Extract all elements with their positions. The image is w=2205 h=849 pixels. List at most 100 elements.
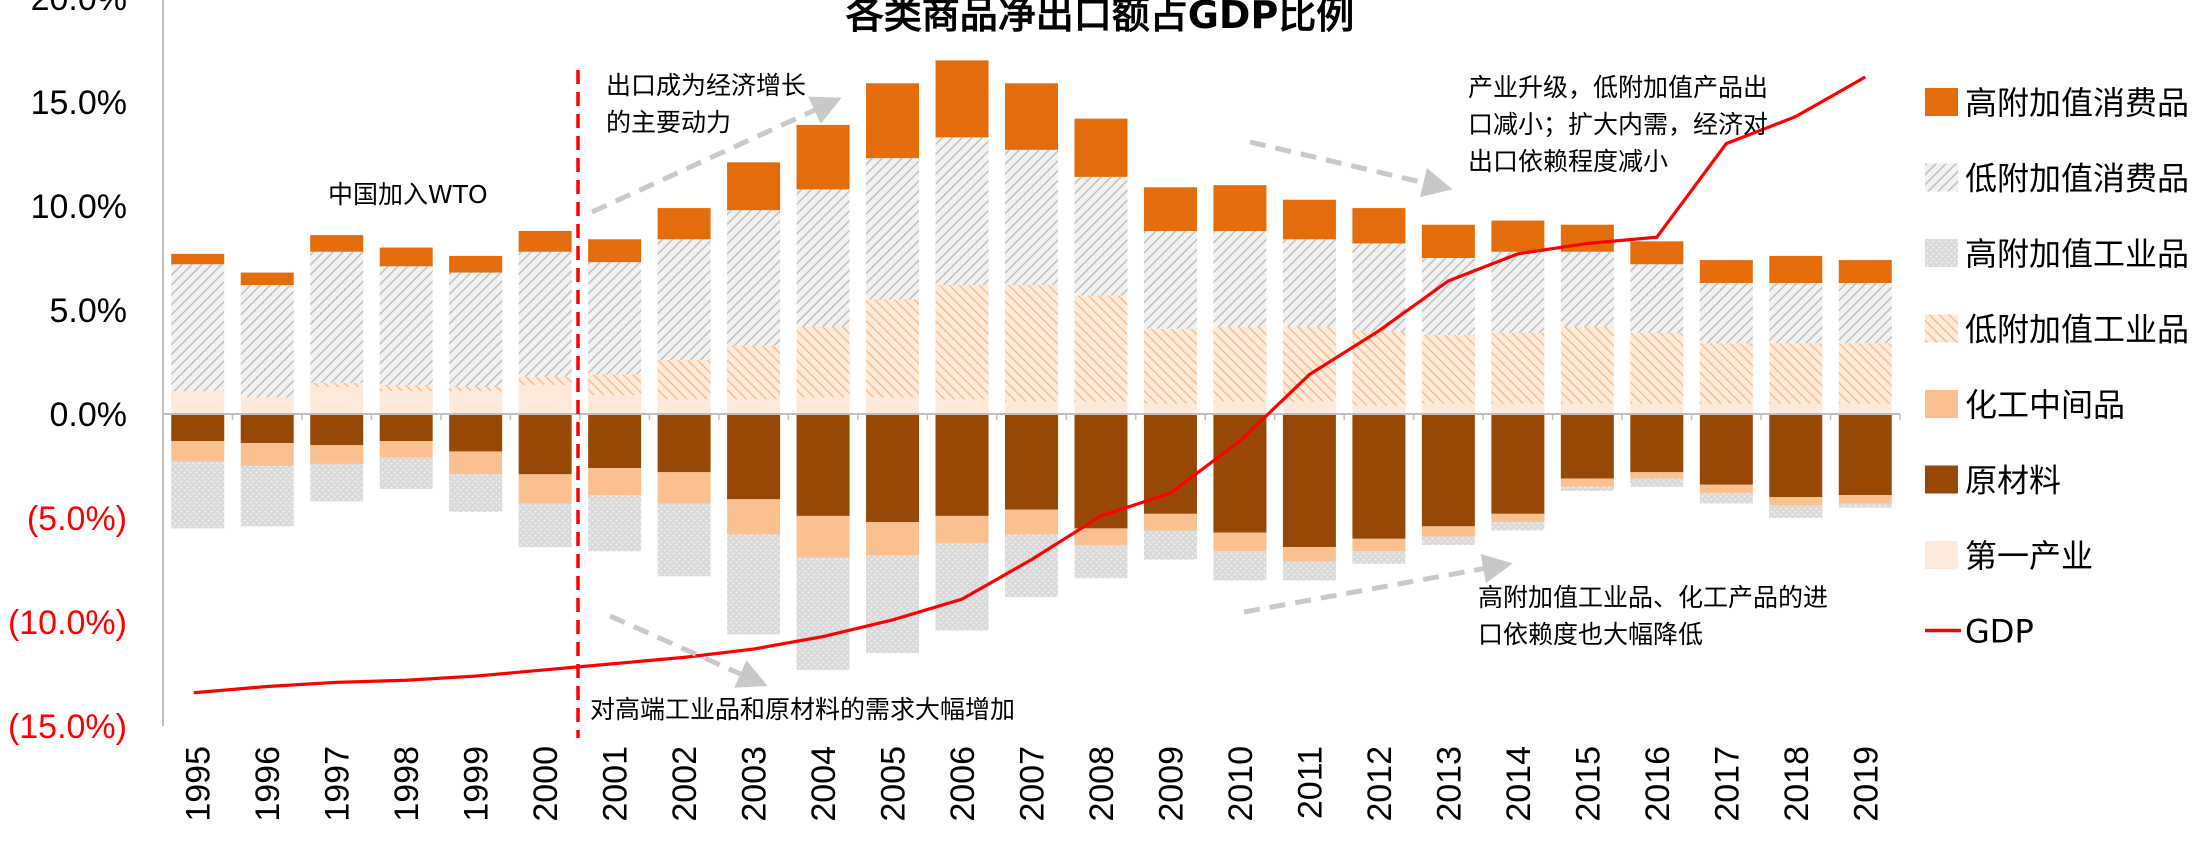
bar-neg-chemical-2007 <box>1005 509 1058 535</box>
bar-neg-chemical-2002 <box>657 472 711 504</box>
bar-neg-chemical-1998 <box>379 441 433 458</box>
bar-neg-chemical-2015 <box>1560 478 1614 487</box>
bar-low_ind-2018 <box>1769 343 1823 404</box>
bar-neg-raw-2019 <box>1838 414 1892 496</box>
bar-high_con-2017 <box>1699 260 1753 283</box>
bar-neg-chemical-2008 <box>1074 528 1128 546</box>
bar-neg-high_ind-2011 <box>1282 561 1336 581</box>
x-tick-label-1997: 1997 <box>319 746 357 822</box>
bar-neg-chemical-1999 <box>449 451 503 475</box>
bar-high_con-2007 <box>1005 83 1058 150</box>
x-tick-label-2013: 2013 <box>1430 746 1468 822</box>
bar-high_con-2014 <box>1491 220 1545 252</box>
legend-label-raw: 原材料 <box>1965 462 2061 500</box>
bar-high_con-2016 <box>1630 241 1684 265</box>
bar-low_con-2019 <box>1838 282 1892 344</box>
bar-low_ind-2000 <box>518 376 572 385</box>
bar-primary-2008 <box>1074 401 1128 414</box>
bar-low_ind-2013 <box>1421 334 1475 404</box>
bar-low_ind-2003 <box>727 345 781 400</box>
x-tick-label-2012: 2012 <box>1361 746 1399 822</box>
bar-neg-chemical-2019 <box>1838 495 1892 504</box>
bar-high_con-1997 <box>310 235 364 252</box>
x-tick-label-2002: 2002 <box>666 746 704 822</box>
bar-low_ind-2009 <box>1143 328 1197 404</box>
bar-neg-high_ind-2001 <box>588 495 642 552</box>
bar-neg-chemical-2018 <box>1769 497 1823 506</box>
bar-low_con-2006 <box>935 137 989 286</box>
bar-primary-2018 <box>1769 403 1823 414</box>
bar-low_ind-2006 <box>935 285 989 400</box>
bar-high_con-1999 <box>449 255 503 273</box>
x-tick-label-2014: 2014 <box>1500 746 1538 822</box>
bar-low_con-1999 <box>449 272 503 387</box>
bar-low_con-1996 <box>240 285 294 398</box>
bar-low_ind-2017 <box>1699 343 1753 404</box>
x-tick-label-2016: 2016 <box>1639 746 1677 822</box>
bar-neg-raw-2007 <box>1005 414 1058 510</box>
bar-low_con-2001 <box>588 262 642 375</box>
gdp-line <box>193 75 1867 695</box>
bar-low_con-2004 <box>796 189 850 327</box>
bar-high_con-2001 <box>588 239 642 263</box>
bar-neg-high_ind-1998 <box>379 457 433 489</box>
bar-neg-chemical-2006 <box>935 515 989 543</box>
bar-neg-raw-2003 <box>727 414 781 500</box>
bar-neg-high_ind-1995 <box>171 461 225 529</box>
x-tick-label-2008: 2008 <box>1083 746 1121 822</box>
bar-neg-raw-2005 <box>866 414 920 523</box>
bar-neg-chemical-2016 <box>1630 472 1684 479</box>
bar-neg-high_ind-2008 <box>1074 545 1128 579</box>
legend-label-gdp: GDP <box>1965 613 2034 651</box>
bar-neg-chemical-2010 <box>1213 532 1267 552</box>
bar-primary-2007 <box>1005 401 1058 414</box>
bar-neg-chemical-2004 <box>796 515 850 558</box>
annotation-demand: 对高端工业品和原材料的需求大幅增加 <box>590 695 1015 724</box>
bar-low_con-2016 <box>1630 264 1684 333</box>
annotation-export-driver-line1: 出口成为经济增长 <box>606 71 806 100</box>
bar-neg-chemical-2005 <box>866 522 920 556</box>
bar-low_con-1997 <box>310 251 364 383</box>
bar-neg-high_ind-2012 <box>1352 551 1406 564</box>
bar-high_con-2018 <box>1769 255 1823 283</box>
y-tick-label: (15.0%) <box>8 708 127 746</box>
bar-low_ind-2001 <box>588 374 642 396</box>
bar-low_ind-2014 <box>1491 332 1545 404</box>
bar-primary-2005 <box>866 397 920 414</box>
bar-primary-2012 <box>1352 405 1406 414</box>
y-tick-label: 5.0% <box>50 292 128 330</box>
bar-neg-high_ind-1999 <box>449 474 503 512</box>
bar-low_ind-2005 <box>866 299 920 398</box>
annotation-wto: 中国加入WTO <box>328 180 488 209</box>
bar-neg-chemical-2009 <box>1143 513 1197 531</box>
bar-primary-2010 <box>1213 401 1267 414</box>
bar-neg-chemical-2011 <box>1282 547 1336 562</box>
x-tick-label-1995: 1995 <box>180 746 218 822</box>
annotation-import-decline-line1: 高附加值工业品、化工产品的进 <box>1478 583 1828 612</box>
bar-primary-2014 <box>1491 403 1545 414</box>
bar-neg-high_ind-2019 <box>1838 503 1892 508</box>
legend-swatch-low_ind <box>1925 314 1958 343</box>
bar-low_con-2014 <box>1491 251 1545 333</box>
bar-primary-2016 <box>1630 403 1684 414</box>
bar-primary-2004 <box>796 397 850 414</box>
x-tick-label-2000: 2000 <box>527 746 565 822</box>
bar-neg-high_ind-2010 <box>1213 551 1267 581</box>
y-tick-label: 15.0% <box>31 84 127 122</box>
bar-low_ind-2004 <box>796 326 850 398</box>
bar-low_ind-2019 <box>1838 343 1892 404</box>
bar-low_con-2013 <box>1421 258 1475 335</box>
x-tick-label-2007: 2007 <box>1014 746 1052 822</box>
x-tick-label-2018: 2018 <box>1778 746 1816 822</box>
bar-low_con-2015 <box>1560 251 1614 327</box>
bar-primary-1995 <box>171 391 225 414</box>
bar-neg-high_ind-2015 <box>1560 486 1614 491</box>
bar-primary-2013 <box>1421 403 1475 414</box>
bar-neg-raw-2012 <box>1352 414 1406 539</box>
bar-neg-raw-2014 <box>1491 414 1545 514</box>
bar-low_con-2017 <box>1699 282 1753 344</box>
gdp-line-group <box>193 75 1867 695</box>
bar-neg-chemical-2001 <box>588 468 642 496</box>
bar-neg-chemical-1995 <box>171 441 225 462</box>
